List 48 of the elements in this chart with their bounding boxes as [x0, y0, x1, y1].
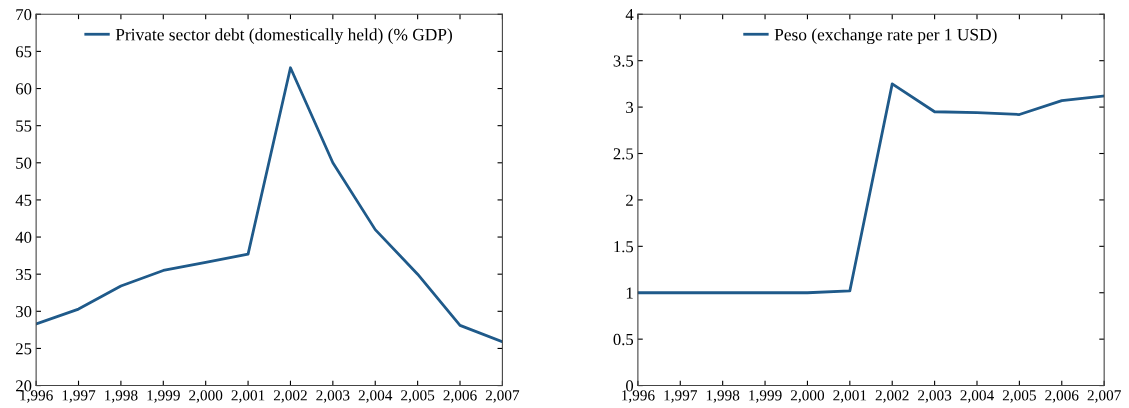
- y-tick-label: 1: [626, 287, 633, 299]
- x-tick-label: 2,006: [1045, 390, 1079, 403]
- y-tick-label: 70: [16, 8, 32, 21]
- y-tick-label: 2: [626, 194, 633, 206]
- y-tick-label: 40: [15, 231, 32, 243]
- y-tick-label: 25: [16, 343, 32, 355]
- y-tick-label: 20: [16, 380, 32, 392]
- x-tick-label: 2,005: [1002, 390, 1036, 403]
- line-series: [36, 66, 503, 344]
- x-tick-label: 1,998: [105, 390, 138, 403]
- x-tick-label: 2,001: [833, 390, 867, 403]
- y-tick-label: 30: [16, 306, 32, 318]
- x-tick-label: 1,997: [664, 390, 698, 403]
- x-tick-label: 1,998: [706, 390, 740, 403]
- x-tick-label: 2,002: [875, 390, 909, 403]
- x-tick-label: 1,999: [147, 390, 180, 403]
- x-tick-label: 2,002: [273, 390, 307, 403]
- line-series: [637, 82, 1105, 295]
- x-tick-label: 2,004: [960, 390, 994, 403]
- x-tick-label: 1,999: [749, 390, 782, 403]
- x-tick-label: 1,996: [20, 390, 53, 403]
- y-tick-label: 60: [16, 83, 32, 95]
- x-tick-label: 1,997: [62, 390, 96, 403]
- x-tick-label: 2,000: [790, 390, 825, 403]
- y-tick-label: 0: [626, 380, 634, 392]
- y-tick-label: 1.5: [614, 241, 634, 253]
- y-tick-label: 35: [16, 268, 32, 281]
- y-tick-label: 50: [16, 157, 32, 169]
- x-tick-label: 2,004: [358, 390, 393, 403]
- legend-label: Peso (exchange rate per 1 USD): [774, 28, 997, 45]
- x-tick-label: 2,003: [316, 390, 350, 403]
- x-tick-label: 2,007: [485, 390, 520, 403]
- x-tick-label: 2,001: [231, 390, 265, 403]
- y-tick-label: 45: [15, 194, 32, 206]
- y-tick-label: 0.5: [613, 333, 634, 346]
- x-tick-label: 2,000: [189, 390, 223, 403]
- y-tick-label: 55: [16, 120, 32, 132]
- legend-label: Private sector debt (domestically held) (% GDP): [115, 28, 452, 45]
- x-tick-label: 1,996: [622, 390, 655, 403]
- y-tick-label: 3.5: [613, 55, 634, 67]
- x-tick-label: 2,003: [918, 390, 952, 403]
- y-tick-label: 3: [626, 101, 634, 114]
- y-tick-label: 65: [16, 46, 32, 58]
- x-tick-label: 2,006: [443, 390, 477, 403]
- y-tick-label: 2.5: [613, 148, 634, 160]
- y-tick-label: 4: [625, 9, 634, 21]
- x-tick-label: 2,005: [401, 390, 435, 403]
- x-tick-label: 2,007: [1087, 390, 1121, 403]
